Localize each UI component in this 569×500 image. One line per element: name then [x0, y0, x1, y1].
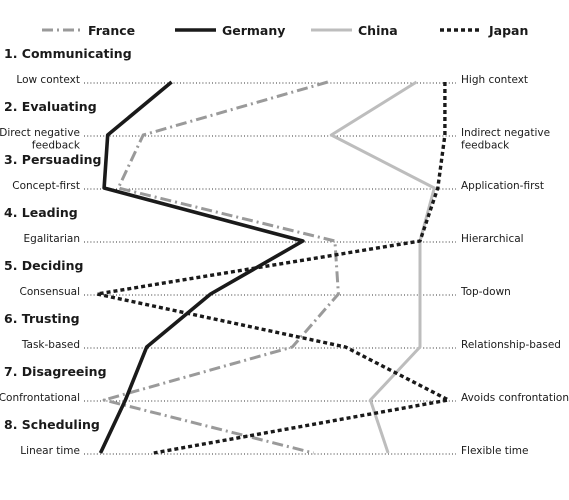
dimension-title: 7. Disagreeing: [4, 364, 107, 379]
series-lines: [95, 80, 451, 455]
right-label: Top-down: [460, 286, 511, 298]
series-line-germany: [98, 80, 305, 454]
legend-label-france: France: [88, 23, 135, 38]
series-line-france: [102, 80, 340, 455]
legend: France Germany China Japan: [42, 23, 528, 38]
right-label: Flexible time: [461, 445, 528, 457]
legend-label-japan: Japan: [488, 23, 528, 38]
legend-label-china: China: [358, 23, 398, 38]
left-label: Confrontational: [0, 392, 80, 404]
left-label: feedback: [32, 140, 81, 152]
right-label: feedback: [461, 140, 510, 152]
right-label: Relationship-based: [461, 339, 561, 351]
right-label: Hierarchical: [461, 233, 524, 245]
dimension-title: 2. Evaluating: [4, 99, 97, 114]
dimensions: 1. Communicating Low context High context 2…: [0, 46, 569, 457]
series-line-china: [329, 80, 436, 454]
left-label: Linear time: [20, 445, 80, 457]
right-label: High context: [461, 74, 528, 86]
left-label: Task-based: [21, 339, 80, 351]
right-label: Application-first: [461, 180, 544, 192]
left-label: Consensual: [20, 286, 80, 298]
dimension-title: 5. Deciding: [4, 258, 83, 273]
dimension-title: 6. Trusting: [4, 311, 80, 326]
series-line-japan: [95, 82, 451, 455]
dimension-title: 3. Persuading: [4, 152, 101, 167]
left-label: Low context: [16, 74, 80, 86]
dimension-title: 1. Communicating: [4, 46, 132, 61]
right-label: Indirect negative: [461, 127, 550, 139]
right-label: Avoids confrontation: [461, 392, 569, 404]
left-label: Concept-first: [12, 180, 80, 192]
left-label: Egalitarian: [24, 233, 80, 245]
dimension-title: 8. Scheduling: [4, 417, 100, 432]
dimension-title: 4. Leading: [4, 205, 78, 220]
left-label: Direct negative: [0, 127, 80, 139]
legend-label-germany: Germany: [222, 23, 285, 38]
